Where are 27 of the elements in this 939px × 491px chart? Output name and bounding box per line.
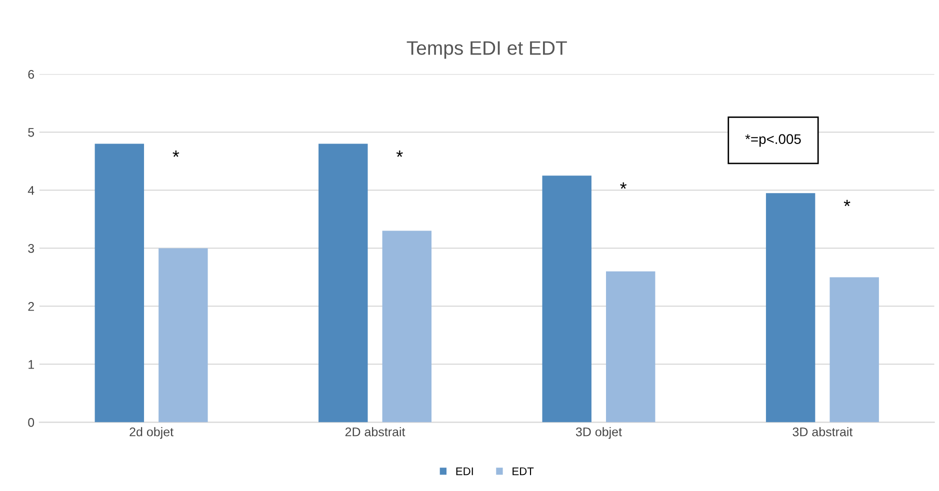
y-tick-label: 5	[28, 128, 34, 137]
bar	[318, 144, 368, 422]
y-tick-label: 4	[28, 186, 34, 195]
bar	[606, 271, 656, 422]
x-tick-label: 2d objet	[130, 427, 174, 439]
annotation: *	[844, 200, 850, 206]
y-tick-label: 6	[28, 70, 34, 79]
annotation: *	[396, 150, 403, 157]
y-tick-label: 1	[28, 360, 34, 369]
chart-title: Temps EDI et EDT	[406, 41, 567, 59]
legend-label: EDI	[456, 467, 473, 476]
y-tick-label: 3	[28, 244, 34, 253]
annotation: *	[172, 150, 180, 157]
x-tick-label: 3D objet	[576, 427, 622, 439]
annotation: *	[620, 182, 627, 189]
legend-label: EDT	[512, 467, 534, 476]
annotation: *=p<.005	[745, 134, 801, 147]
bar	[766, 193, 816, 422]
y-tick-label: 0	[28, 418, 34, 427]
bar	[158, 248, 208, 422]
bar	[830, 277, 879, 422]
x-tick-label: 2D abstrait	[345, 427, 406, 436]
x-tick-label: 3D abstrait	[792, 427, 853, 436]
bar	[542, 176, 592, 422]
bar	[94, 144, 144, 422]
y-tick-label: 2	[28, 302, 34, 311]
bar	[382, 230, 432, 422]
